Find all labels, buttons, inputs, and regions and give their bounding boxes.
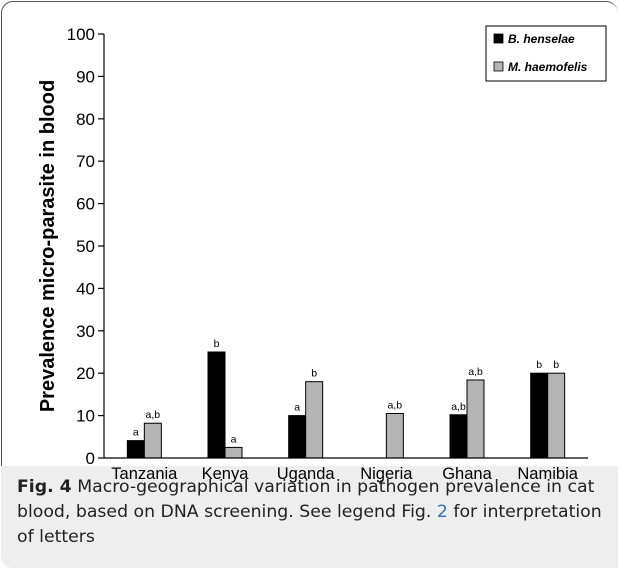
y-tick-label: 100 xyxy=(67,25,95,44)
legend-swatch-haemofelis xyxy=(493,61,504,72)
significance-letter: b xyxy=(214,338,220,350)
significance-letter: a,b xyxy=(146,409,161,421)
caption-text: Macro-geographical variation in pathogen… xyxy=(17,477,595,522)
significance-letter: a,b xyxy=(468,366,483,378)
legend-swatch-henselae xyxy=(493,33,504,44)
y-tick-label: 50 xyxy=(76,237,95,256)
bar-haemofelis xyxy=(305,381,324,459)
y-tick-label: 60 xyxy=(76,195,95,214)
y-axis: 0 10 20 30 40 50 60 70 80 90 100 xyxy=(67,25,105,468)
significance-letter: a xyxy=(294,402,300,414)
y-tick-label: 20 xyxy=(76,364,95,383)
bar-haemofelis xyxy=(385,412,404,459)
bars xyxy=(126,351,566,459)
x-tick-label: Uganda xyxy=(277,465,336,483)
bar-haemofelis xyxy=(224,446,243,459)
y-tick-label: 70 xyxy=(76,152,95,171)
significance-letter: a,b xyxy=(388,399,403,411)
significance-letter: a,b xyxy=(451,401,466,413)
legend-box xyxy=(485,25,607,82)
y-axis-label: Prevalence micro-parasite in blood xyxy=(37,80,59,412)
y-tick-label: 80 xyxy=(76,110,95,129)
legend-label-henselae: B. henselae xyxy=(508,32,575,46)
x-tick-label: Tanzania xyxy=(111,465,178,483)
figure-caption: Fig. 4 Macro-geographical variation in p… xyxy=(17,475,607,550)
bar-henselae xyxy=(126,440,145,459)
x-tick-label: Namibia xyxy=(517,465,578,483)
x-tick-label: Nigeria xyxy=(360,465,413,483)
significance-letter: b xyxy=(553,359,559,371)
caption-figure-label: Fig. 4 xyxy=(17,477,72,497)
y-tick-label: 0 xyxy=(86,449,95,468)
bar-henselae xyxy=(530,372,549,459)
caption-figure-link[interactable]: 2 xyxy=(436,502,448,522)
significance-letter: a xyxy=(231,433,237,445)
y-tick-label: 90 xyxy=(76,67,95,86)
x-axis: Tanzania Kenya Uganda Nigeria Ghana Namibia xyxy=(104,457,588,483)
bar-henselae xyxy=(449,414,468,459)
significance-letter: a xyxy=(133,427,139,439)
y-tick-label: 30 xyxy=(76,322,95,341)
y-tick-label: 10 xyxy=(76,407,95,426)
x-tick-label: Ghana xyxy=(442,465,492,483)
bar-henselae xyxy=(207,351,226,459)
bar-haemofelis xyxy=(143,422,162,459)
bar-haemofelis xyxy=(466,379,485,459)
significance-letter: b xyxy=(311,368,317,380)
legend: B. henselae M. haemofelis xyxy=(485,25,607,82)
bar-haemofelis xyxy=(547,372,566,459)
significance-letter: b xyxy=(536,359,542,371)
x-tick-label: Kenya xyxy=(202,465,250,483)
caption-band xyxy=(1,466,618,568)
legend-label-haemofelis: M. haemofelis xyxy=(508,60,588,74)
bar-henselae xyxy=(288,415,307,459)
caption-text-continued: for interpretation of letters xyxy=(17,502,602,547)
y-tick-label: 40 xyxy=(76,279,95,298)
